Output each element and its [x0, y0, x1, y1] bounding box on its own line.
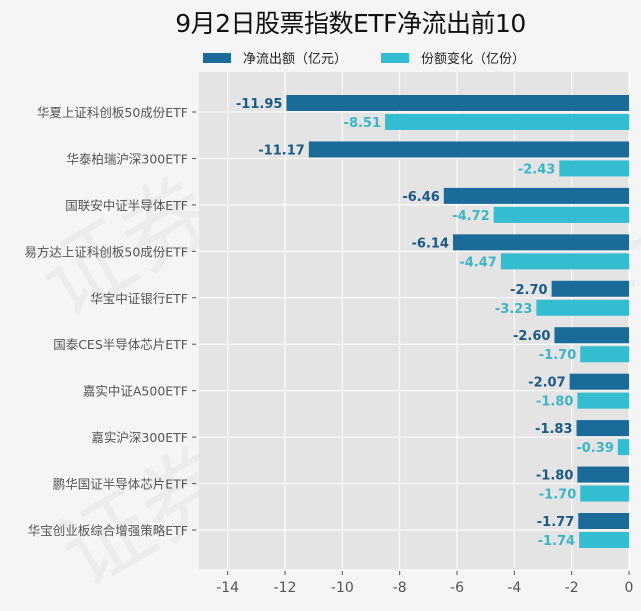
x-tick-label: -14 [216, 580, 239, 596]
category-label: 国泰CES半导体芯片ETF [53, 337, 188, 352]
bar-net-outflow [554, 327, 629, 344]
bar-net-outflow [551, 280, 629, 297]
bar-share-change [580, 346, 629, 363]
data-label-net-outflow: -2.60 [513, 329, 550, 344]
data-label-share-change: -3.23 [495, 302, 532, 317]
data-label-net-outflow: -1.80 [536, 469, 573, 484]
bar-net-outflow [443, 187, 629, 204]
data-label-share-change: -4.47 [459, 255, 496, 270]
x-tick-label: -10 [331, 580, 354, 596]
data-label-net-outflow: -1.83 [535, 422, 572, 437]
data-label-net-outflow: -11.95 [236, 97, 283, 112]
category-label: 华夏上证科创板50成份ETF [37, 105, 188, 120]
category-label: 嘉实中证A500ETF [83, 384, 188, 399]
bar-share-change [493, 206, 629, 223]
data-label-net-outflow: -6.14 [412, 236, 449, 251]
data-label-share-change: -1.70 [539, 348, 576, 363]
data-label-net-outflow: -1.77 [537, 515, 574, 530]
category-label: 华宝创业板综合增强策略ETF [28, 523, 188, 538]
data-label-share-change: -4.72 [452, 209, 489, 224]
data-label-net-outflow: -2.07 [528, 376, 565, 391]
legend-label-net-outflow: 净流出额（亿元） [243, 52, 348, 67]
data-label-share-change: -0.39 [576, 441, 613, 456]
bar-share-change [580, 485, 629, 502]
bar-net-outflow [578, 513, 629, 529]
bar-net-outflow [286, 95, 629, 111]
bar-share-change [500, 253, 629, 270]
category-label: 鹏华国证半导体芯片ETF [53, 477, 188, 492]
legend-swatch-net-outflow [203, 52, 231, 63]
data-label-net-outflow: -2.70 [510, 283, 547, 298]
bar-share-change [579, 532, 629, 548]
legend: 净流出额（亿元） 份额变化（亿份） [0, 48, 641, 68]
data-label-share-change: -1.74 [538, 534, 575, 549]
bar-net-outflow [452, 234, 629, 251]
bar-net-outflow [569, 373, 629, 390]
data-label-net-outflow: -6.46 [402, 190, 439, 205]
bar-net-outflow [576, 420, 629, 437]
category-label: 华宝中证银行ETF [90, 291, 188, 306]
legend-swatch-share-change [381, 52, 409, 63]
chart-title: 9月2日股票指数ETF净流出前10 [175, 9, 526, 38]
bar-share-change [617, 439, 629, 456]
bar-share-change [385, 114, 629, 130]
x-tick-label: -2 [565, 580, 579, 596]
data-label-share-change: -8.51 [344, 116, 381, 131]
x-tick-label: -8 [393, 580, 407, 596]
bar-share-change [559, 160, 629, 177]
bar-net-outflow [308, 141, 629, 158]
category-label: 华泰柏瑞沪深300ETF [66, 151, 188, 166]
x-tick-label: 0 [625, 580, 634, 596]
bar-net-outflow [577, 466, 629, 483]
bar-share-change [577, 392, 629, 409]
data-label-share-change: -1.80 [536, 395, 573, 410]
data-label-share-change: -1.70 [539, 488, 576, 503]
x-tick-label: -12 [274, 580, 297, 596]
category-label: 易方达上证科创板50成份ETF [24, 244, 188, 259]
legend-label-share-change: 份额变化（亿份） [421, 52, 526, 67]
x-tick-label: -4 [507, 580, 521, 596]
legend-item-share-change: 份额变化（亿份） [381, 48, 525, 67]
x-tick-label: -6 [450, 580, 464, 596]
legend-item-net-outflow: 净流出额（亿元） [203, 48, 347, 67]
data-label-net-outflow: -11.17 [258, 143, 305, 158]
bar-share-change [536, 299, 629, 316]
data-label-share-change: -2.43 [518, 162, 555, 177]
category-label: 嘉实沪深300ETF [91, 430, 188, 445]
category-label: 国联安中证半导体ETF [65, 198, 188, 213]
